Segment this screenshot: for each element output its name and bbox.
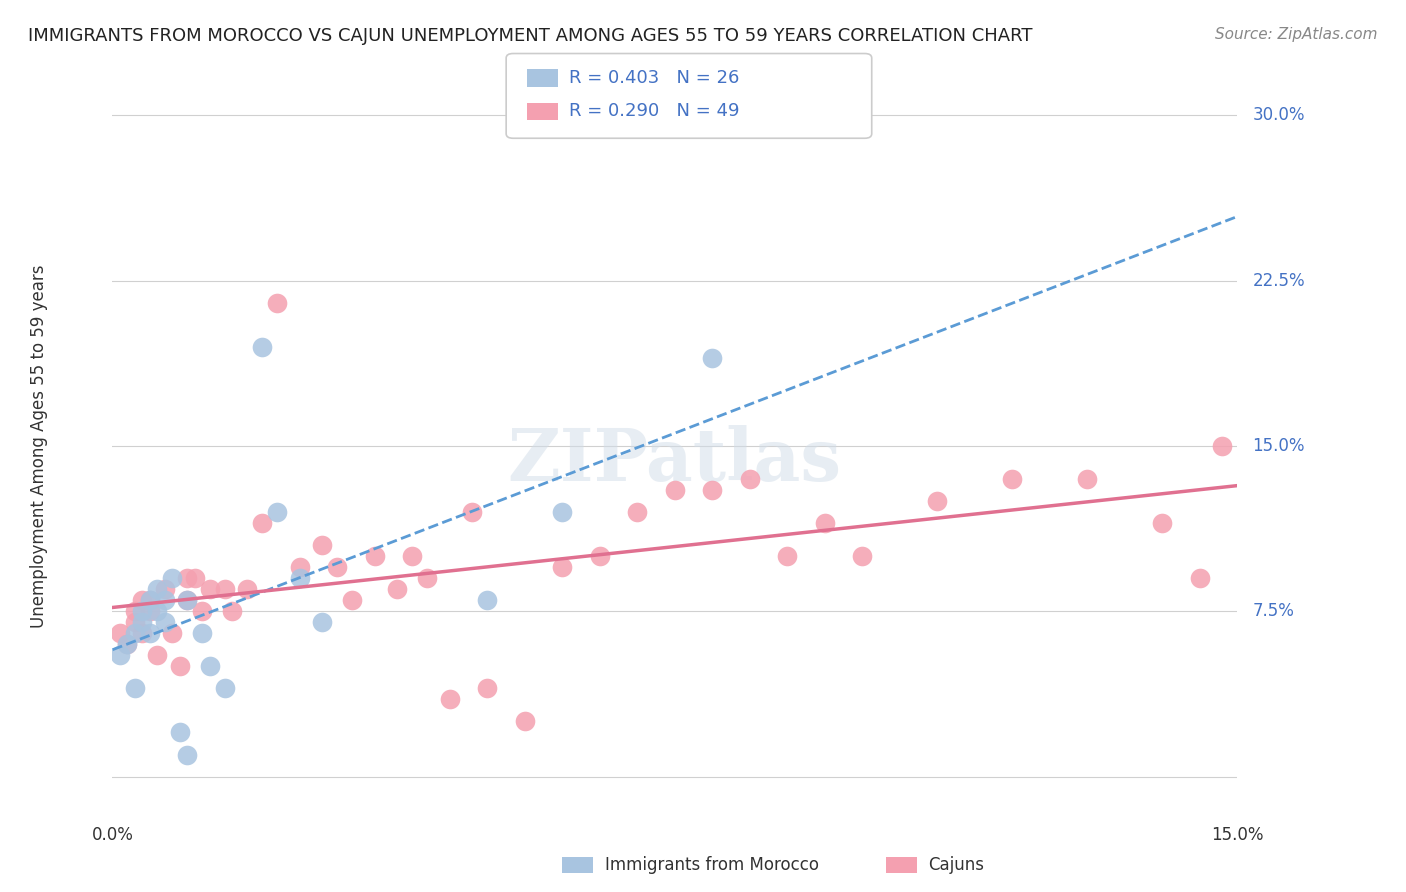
Point — [153, 615, 176, 630]
Point — [702, 351, 724, 365]
Point — [139, 604, 162, 618]
Point — [221, 604, 243, 618]
Point — [124, 615, 146, 630]
Point — [191, 626, 214, 640]
Text: Immigrants from Morocco: Immigrants from Morocco — [605, 856, 818, 874]
Point — [311, 538, 333, 552]
Point — [252, 516, 274, 530]
Point — [169, 659, 191, 673]
Point — [184, 571, 207, 585]
Point — [214, 681, 236, 696]
Point — [131, 593, 153, 607]
Point — [139, 593, 162, 607]
Point — [288, 571, 311, 585]
Point — [551, 505, 574, 519]
Point — [146, 648, 169, 663]
Point — [927, 494, 949, 508]
Text: 22.5%: 22.5% — [1253, 272, 1305, 290]
Point — [198, 582, 221, 597]
Point — [311, 615, 333, 630]
Point — [139, 626, 162, 640]
Point — [124, 626, 146, 640]
Point — [513, 714, 536, 729]
Point — [191, 604, 214, 618]
Point — [364, 549, 387, 564]
Point — [416, 571, 439, 585]
Text: Cajuns: Cajuns — [928, 856, 984, 874]
Point — [176, 593, 198, 607]
Point — [124, 681, 146, 696]
Point — [738, 472, 761, 486]
Point — [1001, 472, 1024, 486]
Point — [176, 593, 198, 607]
Point — [117, 637, 139, 651]
Text: 15.0%: 15.0% — [1253, 437, 1305, 455]
Point — [252, 340, 274, 354]
Point — [236, 582, 259, 597]
Text: Unemployment Among Ages 55 to 59 years: Unemployment Among Ages 55 to 59 years — [31, 264, 48, 628]
Point — [108, 626, 131, 640]
Point — [169, 725, 191, 739]
Point — [131, 604, 153, 618]
Point — [176, 747, 198, 762]
Point — [814, 516, 837, 530]
Point — [139, 593, 162, 607]
Point — [342, 593, 364, 607]
Text: R = 0.403   N = 26: R = 0.403 N = 26 — [569, 69, 740, 87]
Point — [117, 637, 139, 651]
Point — [776, 549, 799, 564]
Point — [702, 483, 724, 497]
Point — [401, 549, 423, 564]
Point — [664, 483, 686, 497]
Point — [153, 582, 176, 597]
Point — [198, 659, 221, 673]
Text: Source: ZipAtlas.com: Source: ZipAtlas.com — [1215, 27, 1378, 42]
Point — [108, 648, 131, 663]
Point — [1076, 472, 1098, 486]
Point — [1152, 516, 1174, 530]
Point — [153, 593, 176, 607]
Point — [626, 505, 648, 519]
Point — [551, 560, 574, 574]
Point — [131, 615, 153, 630]
Text: 30.0%: 30.0% — [1253, 106, 1305, 125]
Text: R = 0.290   N = 49: R = 0.290 N = 49 — [569, 103, 740, 120]
Point — [266, 295, 288, 310]
Point — [477, 681, 499, 696]
Point — [589, 549, 612, 564]
Point — [162, 571, 184, 585]
Point — [1211, 439, 1233, 453]
Point — [477, 593, 499, 607]
Point — [387, 582, 409, 597]
Point — [1188, 571, 1211, 585]
Text: ZIPatlas: ZIPatlas — [508, 425, 842, 497]
Point — [162, 626, 184, 640]
Text: IMMIGRANTS FROM MOROCCO VS CAJUN UNEMPLOYMENT AMONG AGES 55 TO 59 YEARS CORRELAT: IMMIGRANTS FROM MOROCCO VS CAJUN UNEMPLO… — [28, 27, 1032, 45]
Point — [288, 560, 311, 574]
Point — [131, 626, 153, 640]
Point — [176, 571, 198, 585]
Point — [326, 560, 349, 574]
Point — [439, 692, 461, 706]
Point — [266, 505, 288, 519]
Point — [124, 604, 146, 618]
Point — [461, 505, 484, 519]
Text: 7.5%: 7.5% — [1253, 602, 1294, 620]
Point — [146, 604, 169, 618]
Point — [214, 582, 236, 597]
Point — [851, 549, 873, 564]
Point — [146, 582, 169, 597]
